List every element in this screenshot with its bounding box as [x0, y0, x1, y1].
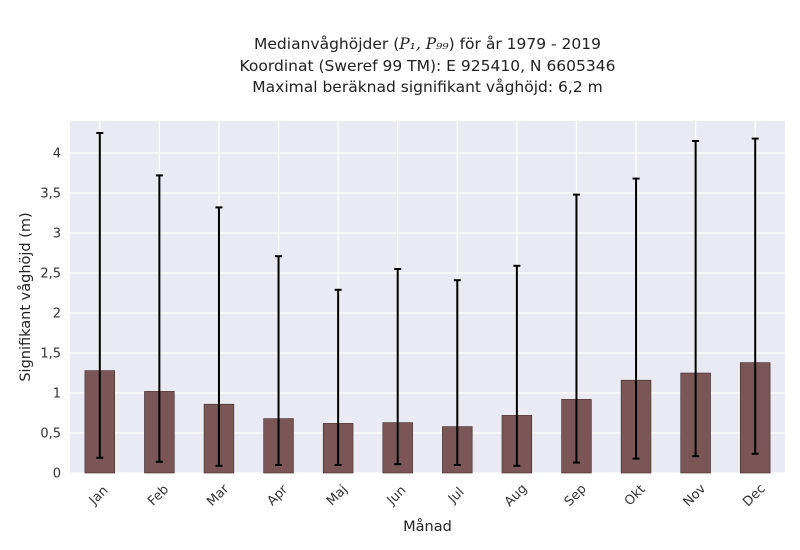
error-bars: [96, 132, 759, 467]
error-bar-aug: [513, 264, 521, 467]
chart-title-line-3: Maximal beräknad signifikant våghöjd: 6,…: [252, 78, 603, 96]
error-bar-sep: [572, 193, 580, 464]
y-axis-label: Signifikant våghöjd (m): [17, 212, 34, 381]
chart-title-line-2: Koordinat (Sweref 99 TM): E 925410, N 66…: [239, 56, 616, 75]
error-bar-jun: [394, 268, 402, 466]
y-tick-label: 2,5: [40, 267, 61, 282]
y-tick-label: 3,5: [40, 187, 61, 202]
error-bar-apr: [275, 255, 283, 466]
y-tick-label: 0,5: [40, 427, 61, 442]
error-bar-mar: [215, 206, 223, 467]
x-tick-label: Aug: [502, 481, 531, 510]
x-tick-label: Jan: [86, 483, 111, 508]
x-tick-label: Mar: [204, 481, 232, 509]
title-prefix: Medianvåghöjder (: [254, 35, 400, 53]
error-bar-jul: [453, 279, 461, 466]
x-tick-label: Sep: [562, 482, 590, 510]
x-tick-label: Nov: [681, 481, 710, 510]
y-tick-label: 2: [53, 307, 61, 322]
y-tick-label: 4: [53, 147, 61, 162]
y-tick-label: 1: [53, 387, 61, 402]
chart-title: Medianvåghöjder (P₁, P₉₉) för år 1979 - …: [70, 34, 785, 99]
x-tick-label: Jul: [445, 485, 467, 507]
error-bar-feb: [155, 174, 163, 463]
plot-background: [70, 121, 785, 473]
y-axis-ticks: 0 0,5 1 1,5 2 2,5 3 3,5 4: [40, 147, 61, 482]
y-tick-label: 1,5: [40, 347, 61, 362]
x-tick-label: Apr: [265, 482, 292, 509]
x-tick-label: Feb: [145, 482, 172, 509]
chart-title-line-1: Medianvåghöjder (P₁, P₉₉) för år 1979 - …: [70, 34, 785, 56]
error-bar-jan: [96, 132, 104, 459]
title-suffix: ) för år 1979 - 2019: [448, 35, 601, 53]
x-tick-label: Dec: [740, 481, 768, 509]
x-tick-label: Jun: [384, 483, 410, 509]
x-tick-label: Okt: [622, 482, 649, 509]
y-tick-label: 3: [53, 227, 61, 242]
error-bar-maj: [334, 288, 342, 466]
x-tick-label: Maj: [324, 482, 351, 509]
error-bar-okt: [632, 177, 640, 460]
x-axis-label: Månad: [403, 518, 452, 535]
error-bar-dec: [751, 137, 759, 455]
title-math: P₁, P₉₉: [399, 35, 449, 53]
x-axis-ticks: Jan Feb Mar Apr Maj Jun Jul Aug Sep Okt Nov Dec: [86, 481, 769, 510]
y-tick-label: 0: [53, 467, 61, 482]
error-bar-nov: [692, 140, 700, 458]
